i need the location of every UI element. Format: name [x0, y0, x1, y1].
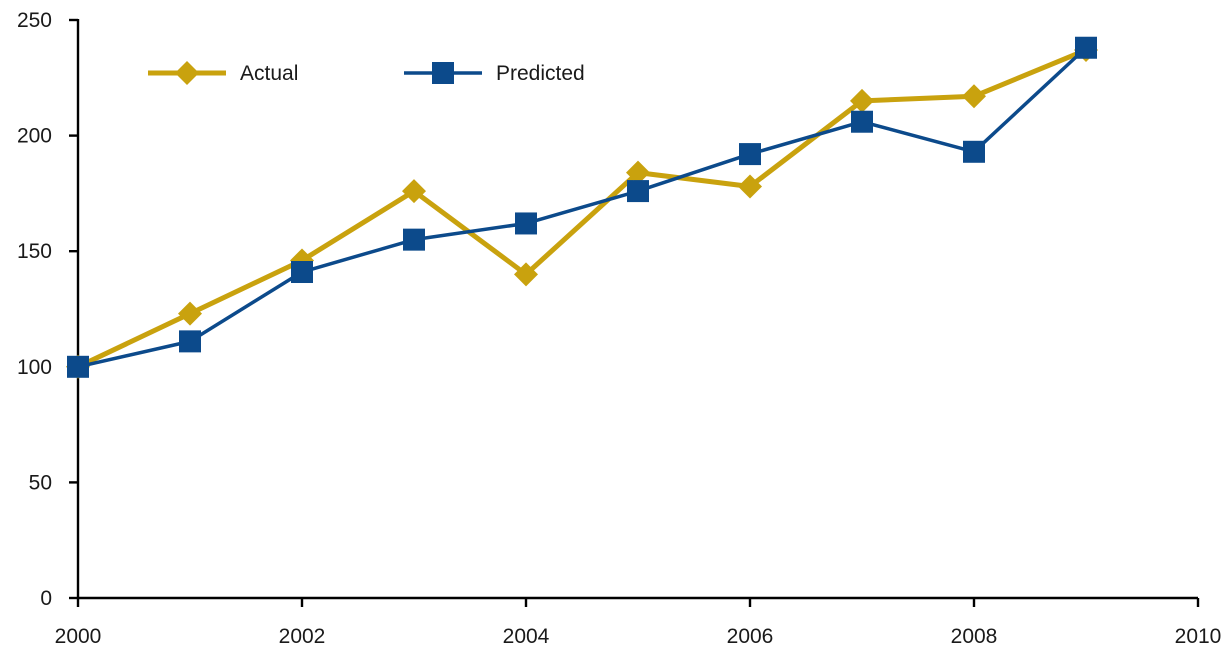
diamond-point-actual: [514, 262, 538, 287]
diamond-point-actual: [738, 174, 762, 199]
y-tick-label: 200: [17, 125, 52, 148]
diamond-point-actual: [626, 160, 650, 185]
square-point-predicted: [67, 355, 89, 378]
diamond-point-actual: [402, 179, 426, 204]
legend-item-predicted: Predicted: [404, 62, 585, 85]
square-point-predicted: [851, 110, 873, 133]
square-point-predicted: [627, 180, 649, 203]
x-tick-label: 2000: [55, 625, 102, 646]
axes: [76, 19, 1198, 600]
series-line-predicted: [77, 46, 1088, 369]
square-point-predicted: [963, 140, 985, 163]
series-predicted: [67, 36, 1097, 378]
square-point-predicted: [403, 228, 425, 251]
x-tick-label: 2008: [951, 625, 998, 646]
x-tick-label: 2010: [1175, 625, 1222, 646]
y-tick-label: 100: [17, 356, 52, 379]
legend-label: Predicted: [496, 62, 585, 85]
square-point-predicted: [291, 261, 313, 284]
x-axis-ticks: 2000 2002 2004 2006 2008 2010: [55, 598, 1222, 646]
y-tick-label: 150: [17, 240, 52, 263]
square-point-predicted: [515, 212, 537, 235]
square-point-predicted: [739, 143, 761, 166]
x-tick-label: 2004: [503, 625, 550, 646]
y-tick-label: 250: [17, 9, 52, 32]
legend-label: Actual: [240, 62, 298, 85]
diamond-point-actual: [962, 84, 986, 109]
square-point-predicted: [179, 330, 201, 353]
series-layer: [66, 36, 1098, 379]
y-axis-ticks: 0 50 100 150 200 250: [17, 9, 78, 610]
square-point-predicted: [1075, 36, 1097, 59]
legend: Actual Predicted: [148, 61, 585, 85]
series-line-actual: [76, 47, 1087, 370]
x-tick-label: 2006: [727, 625, 774, 646]
legend-diamond-marker: [175, 61, 199, 85]
x-tick-label: 2002: [279, 625, 326, 646]
y-tick-label: 0: [40, 587, 52, 610]
diamond-point-actual: [850, 88, 874, 113]
legend-item-actual: Actual: [148, 61, 298, 85]
legend-square-marker: [432, 62, 454, 84]
y-tick-label: 50: [29, 471, 52, 494]
diamond-point-actual: [178, 301, 202, 326]
